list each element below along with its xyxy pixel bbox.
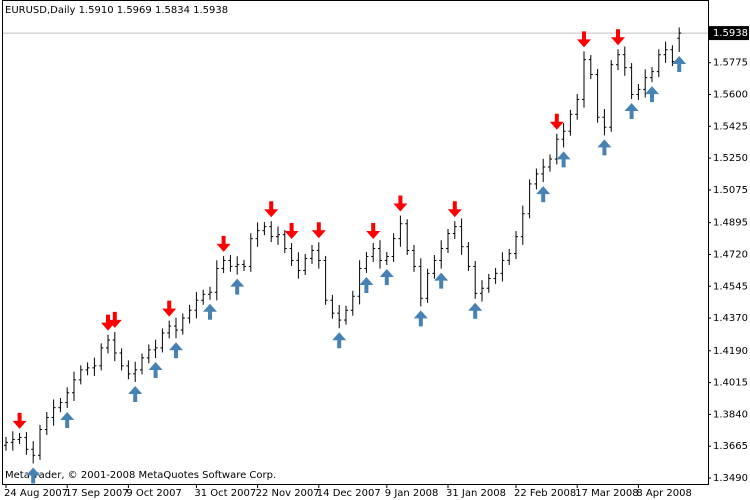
up-arrow xyxy=(413,310,428,327)
y-tick-label: 1.3840 xyxy=(713,409,748,420)
y-tick-label: 1.5250 xyxy=(713,153,748,164)
up-arrow xyxy=(468,302,483,319)
x-tick-label: 14 Dec 2007 xyxy=(317,488,381,499)
x-tick-label: 17 Mar 2008 xyxy=(575,488,638,499)
up-arrow xyxy=(26,467,41,484)
y-tick-label: 1.4720 xyxy=(713,249,748,260)
down-arrow xyxy=(162,300,177,317)
y-tick-label: 1.5600 xyxy=(713,90,748,101)
up-arrow xyxy=(672,55,687,72)
y-tick-label: 1.5075 xyxy=(713,185,748,196)
x-tick-label: 22 Feb 2008 xyxy=(514,488,576,499)
down-arrow xyxy=(577,31,591,48)
x-tick-label: 22 Nov 2007 xyxy=(256,488,320,499)
up-arrow xyxy=(645,86,659,103)
down-arrow xyxy=(107,311,122,328)
y-tick-label: 1.4545 xyxy=(713,281,748,292)
footer: MetaTrader, © 2001-2008 MetaQuotes Softw… xyxy=(5,470,276,481)
x-tick-label: 31 Oct 2007 xyxy=(194,488,256,499)
down-arrow xyxy=(611,29,625,46)
x-tick-label: 9 Jan 2008 xyxy=(385,488,439,499)
up-arrow xyxy=(597,139,612,156)
y-tick-label: 1.4015 xyxy=(713,378,748,389)
up-arrow xyxy=(128,386,143,403)
down-arrow xyxy=(216,235,231,252)
last-price-box xyxy=(709,26,749,41)
y-tick-label: 1.4370 xyxy=(713,313,748,324)
up-arrow xyxy=(359,276,374,293)
down-arrow xyxy=(393,195,408,212)
up-arrow xyxy=(332,332,347,349)
y-tick-label: 1.4895 xyxy=(713,218,748,229)
down-arrow xyxy=(549,113,564,130)
up-arrow xyxy=(536,186,551,203)
x-tick-label: 17 Sep 2007 xyxy=(65,488,128,499)
x-tick-label: 31 Jan 2008 xyxy=(446,488,506,499)
plot-frame xyxy=(2,0,709,485)
up-arrow xyxy=(556,151,571,168)
y-tick-label: 1.3665 xyxy=(713,441,748,452)
down-arrow xyxy=(101,314,115,331)
last-price-label: 1.5938 xyxy=(713,28,748,39)
x-tick-label: 8 Apr 2008 xyxy=(636,488,691,499)
x-tick-label: 9 Oct 2007 xyxy=(126,488,181,499)
up-arrow xyxy=(60,412,75,429)
down-arrow xyxy=(284,222,299,239)
down-arrow xyxy=(12,412,27,429)
up-arrow xyxy=(379,268,394,285)
down-arrow xyxy=(264,201,279,218)
up-arrow xyxy=(624,103,639,120)
up-arrow xyxy=(203,303,217,320)
y-tick-label: 1.5425 xyxy=(713,121,748,132)
up-arrow xyxy=(169,342,183,359)
down-arrow xyxy=(311,222,326,239)
y-tick-label: 1.3490 xyxy=(713,473,748,484)
up-arrow xyxy=(230,278,245,295)
down-arrow xyxy=(366,222,381,239)
y-tick-label: 1.5775 xyxy=(713,58,748,69)
x-tick-label: 24 Aug 2007 xyxy=(4,488,68,499)
up-arrow xyxy=(148,362,163,379)
chart-title: EURUSD,Daily 1.5910 1.5969 1.5834 1.5938 xyxy=(5,5,228,16)
up-arrow xyxy=(434,272,449,289)
y-tick-label: 1.4190 xyxy=(713,346,748,357)
down-arrow xyxy=(447,201,462,218)
